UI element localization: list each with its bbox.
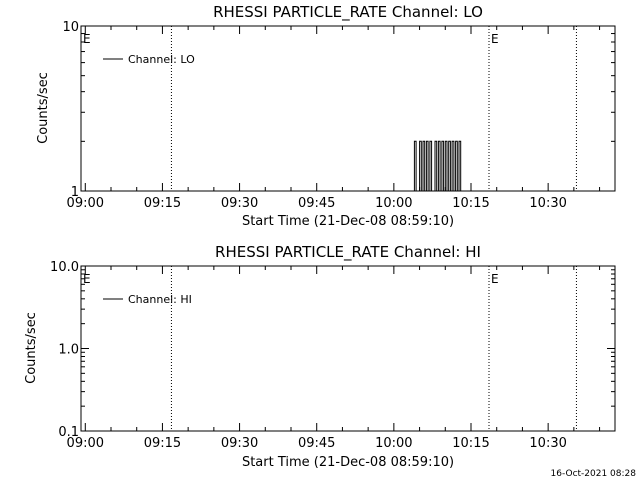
x-tick-label: 09:30 xyxy=(221,436,258,451)
y-axis-label: Counts/sec xyxy=(36,72,51,144)
x-axis-label: Start Time (21-Dec-08 08:59:10) xyxy=(242,455,454,470)
x-tick-label: 09:00 xyxy=(67,196,104,211)
x-tick-label: 09:45 xyxy=(298,436,335,451)
y-tick-label: 10.0 xyxy=(50,260,79,275)
plot-frame xyxy=(80,25,616,192)
event-markers: EE xyxy=(83,26,577,191)
x-tick-label: 09:00 xyxy=(67,436,104,451)
y-axis: 0.1 1.0 10.0 xyxy=(50,260,615,440)
y-tick-label: 0.1 xyxy=(58,425,79,440)
y-tick-label: 1 xyxy=(71,185,79,200)
x-tick-label: 09:15 xyxy=(144,436,181,451)
chart-title: RHESSI PARTICLE_RATE Channel: LO xyxy=(213,3,483,22)
legend-label: Channel: LO xyxy=(128,53,195,66)
x-tick-label: 10:00 xyxy=(375,196,412,211)
chart-title: RHESSI PARTICLE_RATE Channel: HI xyxy=(215,243,481,262)
legend-label: Channel: HI xyxy=(128,293,192,306)
event-marker-label: E xyxy=(491,32,499,46)
x-tick-label: 10:15 xyxy=(452,436,489,451)
x-tick-label: 09:15 xyxy=(144,196,181,211)
event-marker-label: E xyxy=(83,32,91,46)
event-markers: EE xyxy=(83,266,577,431)
chart-panel-hi: RHESSI PARTICLE_RATE Channel: HI 09:00 09… xyxy=(24,243,616,470)
x-axis: 09:00 09:15 09:30 09:45 10:00 10:15 10:30 xyxy=(67,266,601,451)
x-tick-label: 09:30 xyxy=(221,196,258,211)
x-axis-label: Start Time (21-Dec-08 08:59:10) xyxy=(242,214,454,229)
y-axis: 1 10 xyxy=(62,20,615,200)
x-tick-label: 10:15 xyxy=(452,196,489,211)
data-series xyxy=(412,140,463,192)
x-tick-label: 10:30 xyxy=(529,436,566,451)
x-tick-label: 10:00 xyxy=(375,436,412,451)
event-marker-label: E xyxy=(491,272,499,286)
y-axis-label: Counts/sec xyxy=(24,312,39,384)
series-line xyxy=(412,140,463,192)
y-tick-label: 1.0 xyxy=(58,343,79,358)
footer-timestamp: 16-Oct-2021 08:28 xyxy=(551,469,637,479)
chart-panel-lo: RHESSI PARTICLE_RATE Channel: LO 09:00 09… xyxy=(36,3,616,229)
x-tick-label: 09:45 xyxy=(298,196,335,211)
x-tick-label: 10:30 xyxy=(529,196,566,211)
y-tick-label: 10 xyxy=(62,20,79,35)
x-axis: 09:00 09:15 09:30 09:45 10:00 10:15 10:30 xyxy=(67,26,601,211)
event-marker-label: E xyxy=(83,272,91,286)
